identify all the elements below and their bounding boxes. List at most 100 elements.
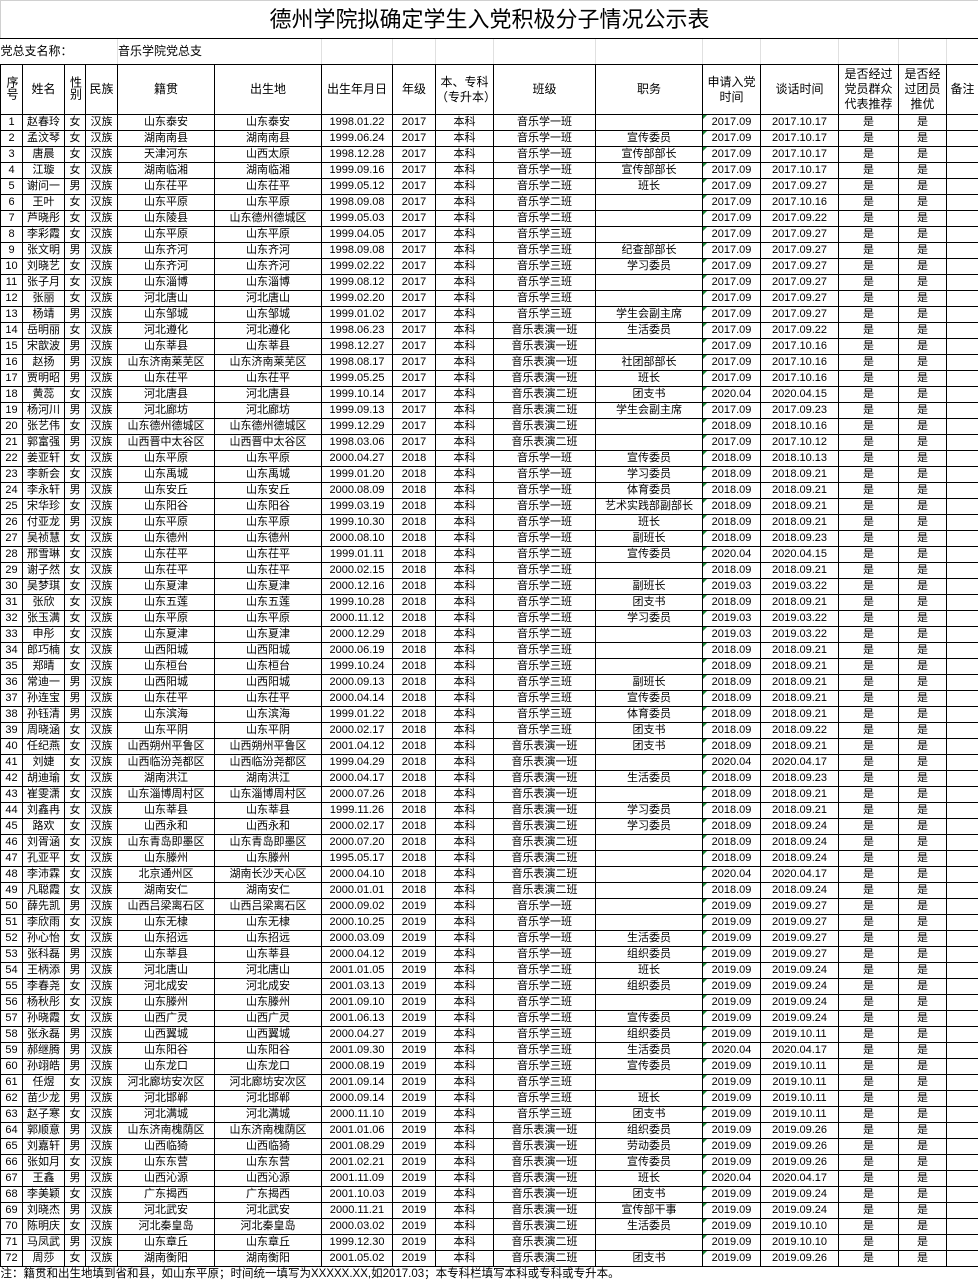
cell-native-place: 山东阳谷 [117,498,215,515]
cell-name: 李沛霖 [22,866,65,883]
cell-degree-level: 本科 [435,562,494,579]
cell-native-place: 山东安丘 [117,482,215,499]
cell-mass-recommend: 是 [838,338,899,355]
cell-ethnicity: 汉族 [85,898,118,915]
cell-apply-date: 2017.09 [702,130,761,147]
cell-native-place: 山东济南莱芜区 [117,354,215,371]
cell-seq: 50 [0,898,23,915]
cell-grade: 2018 [392,882,436,899]
cell-talk-date: 2017.10.16 [760,194,839,211]
cell-native-place: 山西沁源 [117,1170,215,1187]
cell-degree-level: 本科 [435,162,494,179]
cell-talk-date: 2017.10.17 [760,146,839,163]
cell-name: 李彩霞 [22,226,65,243]
cell-remark [945,418,978,435]
cell-grade: 2018 [392,850,436,867]
cell-name: 申彤 [22,626,65,643]
cell-birth-date: 1995.05.17 [321,850,393,867]
cell-degree-level: 本科 [435,1058,494,1075]
cell-apply-date: 2020.04 [702,386,761,403]
cell-gender: 女 [64,498,86,515]
cell-class: 音乐学一班 [493,466,596,483]
cell-mass-recommend: 是 [838,658,899,675]
cell-position [595,626,703,643]
cell-ethnicity: 汉族 [85,770,118,787]
cell-league-recommend: 是 [898,690,947,707]
cell-seq: 44 [0,802,23,819]
cell-position [595,994,703,1011]
cell-position [595,834,703,851]
cell-native-place: 河北唐县 [117,386,215,403]
cell-apply-date: 2018.09 [702,690,761,707]
cell-birth-date: 1998.03.06 [321,434,393,451]
cell-talk-date: 2019.09.27 [760,946,839,963]
cell-degree-level: 本科 [435,626,494,643]
cell-position: 班长 [595,178,703,195]
cell-class: 音乐表演二班 [493,850,596,867]
cell-birthplace: 山西临汾尧都区 [214,754,322,771]
cell-class: 音乐表演二班 [493,434,596,451]
cell-grade: 2018 [392,626,436,643]
cell-grade: 2019 [392,1042,436,1059]
cell-remark [945,610,978,627]
cell-name: 唐晨 [22,146,65,163]
cell-position: 宣传委员 [595,546,703,563]
cell-class: 音乐学三班 [493,1026,596,1043]
header-position: 职务 [595,64,703,115]
table-row: 41 刘婕女汉族 山西临汾尧都区 山西临汾尧都区 1999.04.29 2018 本科 音乐表… [0,754,978,771]
cell-ethnicity: 汉族 [85,1090,118,1107]
cell-mass-recommend: 是 [838,1138,899,1155]
cell-gender: 女 [64,322,86,339]
cell-class: 音乐学三班 [493,658,596,675]
cell-ethnicity: 汉族 [85,434,118,451]
table-row: 5 谢问一男汉族 山东茌平 山东茌平 1999.05.12 2017 本科 音乐学二班 班长 20… [0,178,978,195]
cell-degree-level: 本科 [435,722,494,739]
cell-mass-recommend: 是 [838,978,899,995]
cell-remark [945,402,978,419]
cell-class: 音乐表演二班 [493,1234,596,1251]
cell-birth-date: 1999.08.12 [321,274,393,291]
cell-mass-recommend: 是 [838,290,899,307]
cell-talk-date: 2018.10.13 [760,450,839,467]
cell-gender: 男 [64,674,86,691]
cell-grade: 2018 [392,722,436,739]
cell-ethnicity: 汉族 [85,1074,118,1091]
cell-class: 音乐表演二班 [493,882,596,899]
cell-degree-level: 本科 [435,882,494,899]
table-row: 3 唐晨女汉族 天津河东 山西太原 1998.12.28 2017 本科 音乐学一班 宣传部部长… [0,146,978,163]
cell-remark [945,1026,978,1043]
table-row: 47 孔亚平女汉族 山东滕州 山东滕州 1995.05.17 2018 本科 音乐表演二班 20… [0,850,978,867]
cell-native-place: 山东莘县 [117,338,215,355]
cell-birth-date: 1998.06.23 [321,322,393,339]
cell-seq: 30 [0,578,23,595]
header-birthplace: 出生地 [214,64,322,115]
cell-seq: 34 [0,642,23,659]
cell-gender: 男 [64,898,86,915]
cell-mass-recommend: 是 [838,482,899,499]
cell-birthplace: 山西朔州平鲁区 [214,738,322,755]
cell-birth-date: 2000.04.14 [321,690,393,707]
table-row: 21 郭富强男汉族 山西晋中太谷区 山西晋中太谷区 1998.03.06 2017 本科 音乐… [0,434,978,451]
cell-mass-recommend: 是 [838,370,899,387]
cell-position: 体育委员 [595,706,703,723]
cell-apply-date: 2019.09 [702,946,761,963]
cell-birth-date: 2001.01.05 [321,962,393,979]
cell-league-recommend: 是 [898,130,947,147]
cell-birth-date: 2000.07.20 [321,834,393,851]
cell-position: 团支书 [595,738,703,755]
cell-grade: 2018 [392,834,436,851]
cell-name: 周莎 [22,1250,65,1267]
cell-degree-level: 本科 [435,850,494,867]
cell-degree-level: 本科 [435,1186,494,1203]
table-row: 65 刘嘉轩男汉族 山西临猗 山西临猗 2001.08.29 2019 本科 音乐表演一班 劳动… [0,1138,978,1155]
cell-degree-level: 本科 [435,914,494,931]
cell-grade: 2018 [392,786,436,803]
cell-ethnicity: 汉族 [85,578,118,595]
cell-position: 生活委员 [595,1218,703,1235]
cell-gender: 女 [64,226,86,243]
cell-gender: 男 [64,402,86,419]
cell-seq: 2 [0,130,23,147]
cell-grade: 2018 [392,514,436,531]
cell-native-place: 河北唐山 [117,290,215,307]
